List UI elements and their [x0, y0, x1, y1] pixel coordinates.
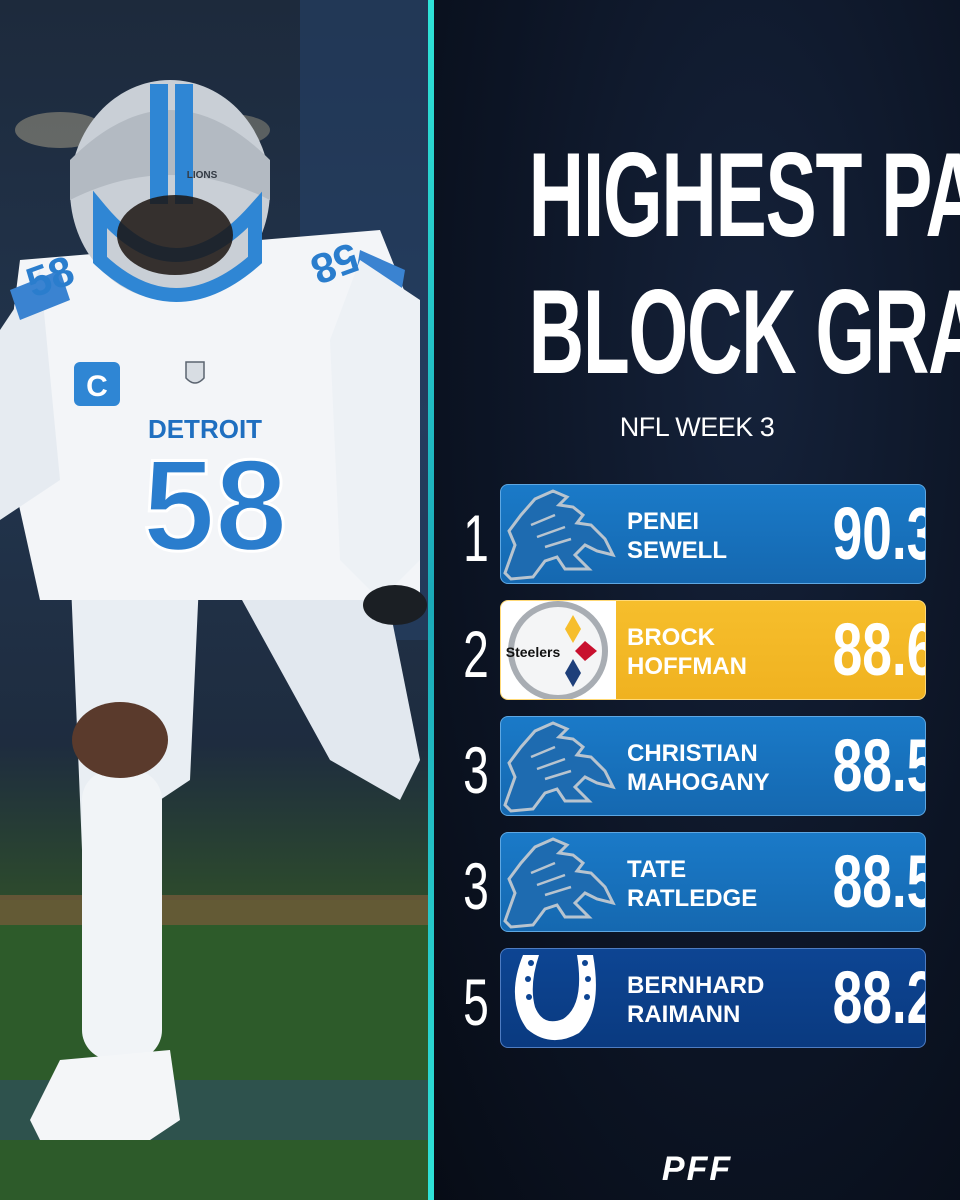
grade-value: 88.2 [832, 956, 926, 1039]
helmet-text: LIONS [187, 170, 218, 181]
pff-logo: PFF [661, 1150, 733, 1188]
player-last-name: RAIMANN [627, 1001, 741, 1028]
captain-patch-text: C [86, 370, 108, 403]
ranking-row: BERNHARD RAIMANN 88.2 [500, 948, 926, 1048]
player-first-name: TATE [627, 856, 687, 883]
rank-number: 1 [463, 501, 489, 575]
player-first-name: CHRISTIAN [627, 740, 758, 767]
player-illustration: C DETROIT 58 58 58 LIONS [0, 0, 428, 1200]
player-name: CHRISTIAN MAHOGANY [627, 739, 817, 797]
steelers-logo-text: Steelers [506, 644, 561, 660]
ranking-row: PENEI SEWELL 90.3 [500, 484, 926, 584]
player-name: TATE RATLEDGE [627, 855, 817, 913]
rankings-panel: HIGHEST PASS BLOCK GRADE NFL WEEK 3 1 PE… [434, 0, 960, 1200]
grade-value: 90.3 [832, 492, 926, 575]
rank-number: 2 [463, 617, 489, 691]
accent-divider [428, 0, 434, 1200]
jersey-number: 58 [143, 432, 288, 578]
lions-logo-icon [503, 721, 616, 813]
subtitle: NFL WEEK 3 [619, 412, 775, 442]
steelers-logo-icon: Steelers [501, 601, 616, 699]
title-line-2: BLOCK GRADE [528, 265, 960, 399]
lions-logo-icon [503, 489, 616, 581]
jersey-text: DETROIT [148, 414, 262, 444]
title-line-1: HIGHEST PASS [528, 128, 960, 262]
grade-value: 88.5 [832, 840, 926, 923]
lions-logo-icon [503, 837, 616, 929]
grade-value: 88.6 [832, 608, 926, 691]
colts-horseshoe-icon [514, 955, 596, 1041]
player-first-name: BERNHARD [627, 972, 765, 999]
ranking-row: TATE RATLEDGE 88.5 [500, 832, 926, 932]
player-photo: C DETROIT 58 58 58 LIONS [0, 0, 428, 1200]
rank-number: 3 [463, 733, 489, 807]
player-last-name: HOFFMAN [627, 653, 747, 680]
player-last-name: MAHOGANY [627, 769, 770, 796]
player-last-name: RATLEDGE [627, 885, 758, 912]
nfl-shield-icon [185, 361, 205, 384]
player-last-name: SEWELL [627, 537, 727, 564]
ranking-row: Steelers BROCK HOFFMAN 88.6 [500, 600, 926, 700]
player-first-name: BROCK [627, 624, 715, 651]
rank-number: 5 [463, 965, 489, 1039]
rank-number: 3 [463, 849, 489, 923]
player-name: BROCK HOFFMAN [627, 623, 817, 681]
ranking-row: CHRISTIAN MAHOGANY 88.5 [500, 716, 926, 816]
grade-value: 88.5 [832, 724, 926, 807]
player-first-name: PENEI [627, 508, 700, 535]
player-name: BERNHARD RAIMANN [627, 971, 817, 1029]
player-name: PENEI SEWELL [627, 507, 817, 565]
